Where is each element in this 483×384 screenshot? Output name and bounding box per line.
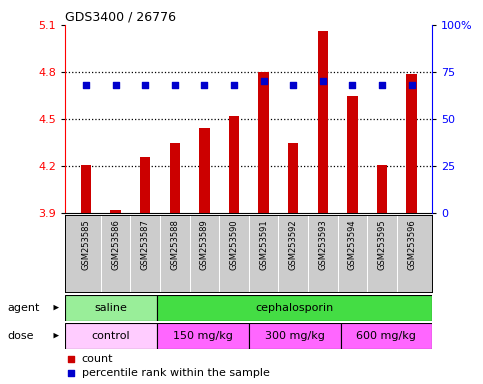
Point	[378, 82, 386, 88]
Text: count: count	[82, 354, 113, 364]
Bar	[347, 96, 357, 213]
Point	[260, 78, 268, 84]
Bar	[81, 164, 91, 213]
Text: control: control	[92, 331, 130, 341]
Text: GSM253596: GSM253596	[407, 219, 416, 270]
Text: GSM253595: GSM253595	[377, 219, 386, 270]
Text: GSM253586: GSM253586	[111, 219, 120, 270]
Bar	[288, 142, 298, 213]
Point	[67, 356, 74, 362]
Text: GSM253585: GSM253585	[82, 219, 90, 270]
Text: GSM253590: GSM253590	[229, 219, 239, 270]
Bar	[110, 210, 121, 213]
Bar	[249, 323, 341, 349]
Point	[171, 82, 179, 88]
Bar	[318, 31, 328, 213]
Bar	[199, 129, 210, 213]
Point	[200, 82, 208, 88]
Bar	[157, 295, 432, 321]
Bar	[229, 116, 239, 213]
Point	[67, 370, 74, 376]
Text: percentile rank within the sample: percentile rank within the sample	[82, 368, 270, 378]
Bar	[157, 323, 249, 349]
Point	[289, 82, 297, 88]
Bar	[258, 72, 269, 213]
Text: GSM253588: GSM253588	[170, 219, 179, 270]
Text: GSM253589: GSM253589	[200, 219, 209, 270]
Point	[349, 82, 356, 88]
Text: 300 mg/kg: 300 mg/kg	[265, 331, 325, 341]
Bar	[406, 74, 417, 213]
Bar	[170, 142, 180, 213]
Text: dose: dose	[7, 331, 34, 341]
Point	[112, 82, 119, 88]
Point	[319, 78, 327, 84]
Text: GSM253594: GSM253594	[348, 219, 357, 270]
Text: saline: saline	[95, 303, 128, 313]
Bar	[65, 295, 157, 321]
Text: 150 mg/kg: 150 mg/kg	[173, 331, 233, 341]
Point	[82, 82, 90, 88]
Text: GDS3400 / 26776: GDS3400 / 26776	[65, 11, 176, 24]
Bar	[140, 157, 150, 213]
Point	[230, 82, 238, 88]
Text: agent: agent	[7, 303, 40, 313]
Text: cephalosporin: cephalosporin	[256, 303, 334, 313]
Bar	[65, 323, 157, 349]
Bar	[377, 164, 387, 213]
Text: GSM253591: GSM253591	[259, 219, 268, 270]
Point	[408, 82, 415, 88]
Text: 600 mg/kg: 600 mg/kg	[356, 331, 416, 341]
Text: GSM253587: GSM253587	[141, 219, 150, 270]
Point	[141, 82, 149, 88]
Text: GSM253592: GSM253592	[289, 219, 298, 270]
Text: GSM253593: GSM253593	[318, 219, 327, 270]
Bar	[341, 323, 432, 349]
